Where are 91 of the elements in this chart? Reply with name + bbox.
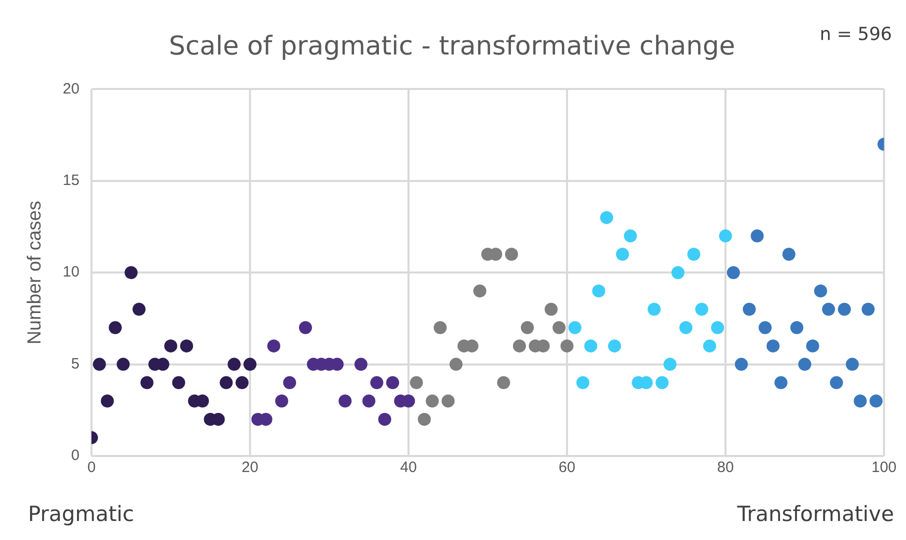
- point: [426, 394, 439, 408]
- point: [679, 321, 692, 334]
- point: [766, 339, 780, 352]
- point: [774, 376, 788, 390]
- point: [790, 321, 804, 334]
- chart-title: Scale of pragmatic - transformative change: [168, 31, 736, 62]
- y-tick-label: 0: [71, 447, 80, 464]
- point: [758, 321, 772, 334]
- point: [870, 394, 883, 408]
- point: [782, 248, 796, 261]
- x-tick-label: 60: [558, 459, 576, 476]
- point: [734, 358, 748, 371]
- point: [838, 302, 851, 316]
- point: [560, 339, 574, 352]
- point: [742, 302, 756, 316]
- point: [108, 321, 122, 334]
- point: [512, 339, 526, 352]
- point: [711, 321, 724, 334]
- point: [798, 358, 812, 371]
- point: [172, 376, 186, 390]
- point: [410, 376, 423, 390]
- point: [386, 376, 400, 390]
- point: [243, 358, 256, 371]
- y-tick-label: 10: [62, 264, 80, 281]
- point: [671, 266, 684, 280]
- point: [338, 394, 352, 408]
- point: [822, 302, 836, 316]
- point: [862, 302, 875, 316]
- point: [552, 321, 566, 334]
- x-tick-label: 100: [871, 459, 897, 476]
- text: Transformative: [737, 502, 894, 526]
- point: [806, 339, 820, 352]
- point: [703, 339, 716, 352]
- x-tick-label: 20: [242, 459, 258, 476]
- point: [576, 376, 590, 390]
- point: [608, 339, 622, 352]
- x-tick-label: 40: [400, 459, 417, 476]
- point: [592, 284, 606, 298]
- y-tick-label: 15: [62, 172, 80, 190]
- point: [418, 412, 431, 426]
- x-tick-label: 80: [717, 459, 734, 476]
- point: [298, 321, 312, 334]
- point: [370, 376, 384, 390]
- point: [180, 339, 194, 352]
- point: [695, 302, 708, 316]
- point: [624, 229, 637, 242]
- point: [267, 339, 280, 352]
- point: [283, 376, 296, 390]
- point: [584, 339, 598, 352]
- point: [846, 358, 859, 371]
- point: [100, 394, 114, 408]
- point: [656, 376, 669, 390]
- point: [505, 248, 518, 261]
- point: [442, 394, 455, 408]
- point: [726, 266, 740, 280]
- point: [236, 376, 249, 390]
- point: [520, 321, 534, 334]
- point: [220, 376, 233, 390]
- point: [648, 302, 661, 316]
- point: [140, 376, 154, 390]
- point: [600, 211, 614, 224]
- point: [830, 376, 843, 390]
- text: Pragmatic: [28, 502, 134, 526]
- point: [616, 248, 629, 261]
- point: [687, 248, 700, 261]
- point: [116, 358, 130, 371]
- point: [354, 358, 368, 371]
- point: [132, 302, 146, 316]
- point: [568, 321, 582, 334]
- point: [450, 358, 463, 371]
- point: [854, 394, 867, 408]
- y-tick-label: 5: [71, 355, 80, 372]
- x-tick-label: 0: [87, 459, 96, 476]
- point: [275, 394, 288, 408]
- point: [544, 302, 558, 316]
- point: [664, 358, 677, 371]
- point: [473, 284, 486, 298]
- y-tick-label: 20: [62, 80, 80, 98]
- point: [124, 266, 138, 280]
- y-axis-title: Number of cases: [24, 200, 46, 344]
- point: [434, 321, 447, 334]
- text: n = 596: [820, 24, 892, 45]
- point: [750, 229, 764, 242]
- point: [814, 284, 828, 298]
- point: [378, 412, 392, 426]
- point: [362, 394, 376, 408]
- point: [164, 339, 178, 352]
- point: [92, 358, 106, 371]
- point: [228, 358, 241, 371]
- point: [497, 376, 510, 390]
- point: [718, 229, 732, 242]
